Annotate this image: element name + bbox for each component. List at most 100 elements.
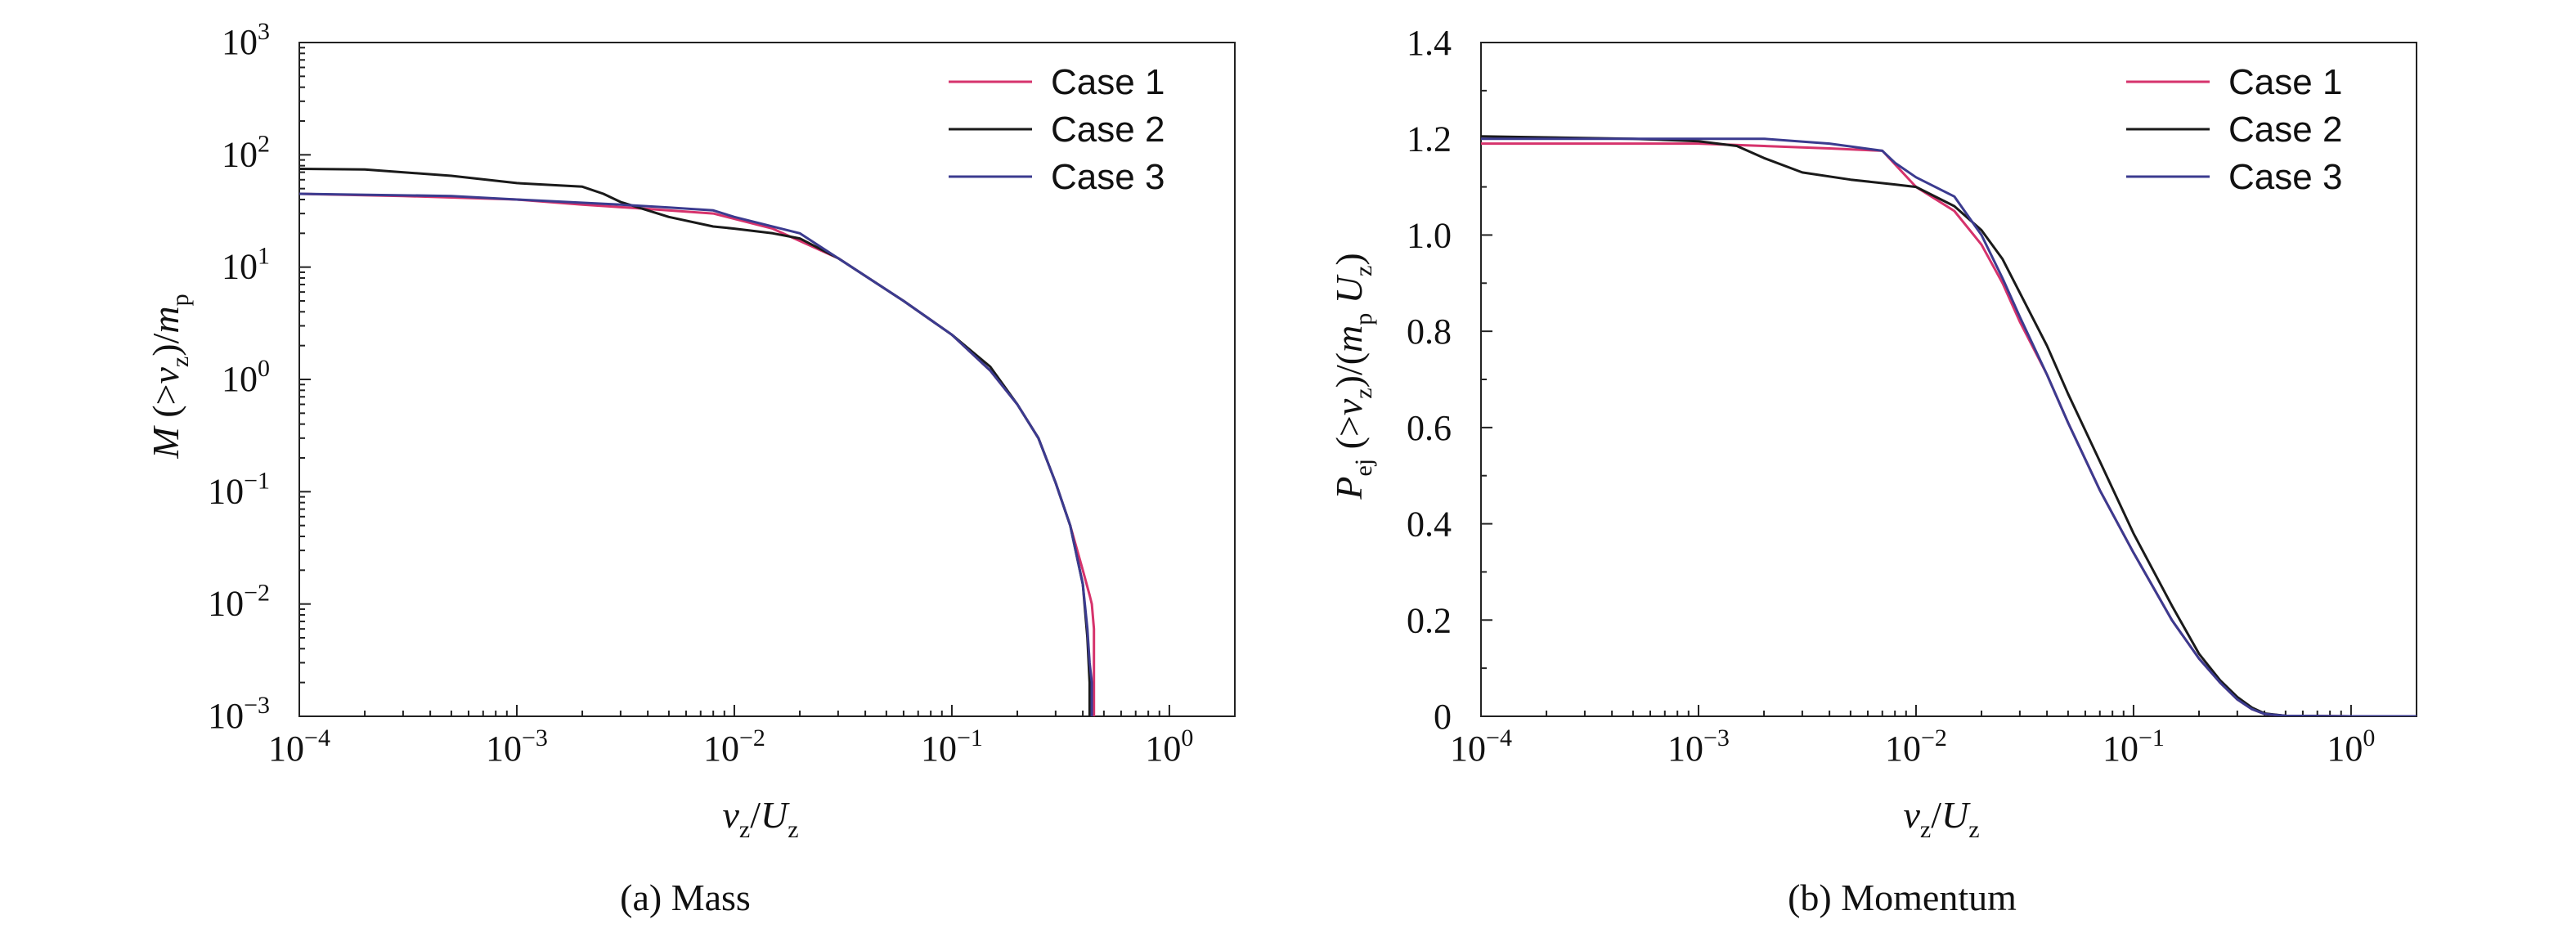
y-tick-base: 10 (222, 134, 258, 174)
x-title-U: U (1941, 794, 1971, 836)
y-title-P-sub: ej (1350, 459, 1377, 477)
legend: Case 1 Case 2 Case 3 (2126, 62, 2342, 197)
y-title-end: ) (1328, 253, 1370, 265)
y-title-P: P (1328, 477, 1370, 500)
x-tick-label: 10−2 (1885, 724, 1947, 769)
series-group (1481, 135, 2417, 716)
panel-momentum: 10−4 10−3 10−2 10−1 10000.20.40.60.81.01.21.… (1328, 23, 2417, 918)
y-tick-exponent: 3 (258, 18, 270, 45)
y-tick-label: 102 (222, 130, 270, 174)
legend-label-case-2: Case 2 (1051, 110, 1165, 150)
x-tick-exponent: −1 (957, 724, 983, 751)
x-tick-exponent: −3 (1703, 724, 1730, 751)
x-title-v: v (722, 794, 739, 836)
y-tick-label: 1.2 (1407, 119, 1452, 159)
x-tick-label: 10−1 (921, 724, 983, 769)
y-title-v: v (145, 367, 186, 384)
y-tick-label: 0.8 (1407, 312, 1452, 352)
x-title-U-sub: z (1968, 816, 1979, 843)
x-tick-base: 10 (921, 729, 957, 769)
x-tick-base: 10 (268, 729, 304, 769)
y-axis-ticks (299, 42, 311, 717)
x-axis-title: vz/Uz (722, 794, 798, 843)
x-tick-base: 10 (2327, 729, 2363, 769)
y-tick-label: 10−3 (208, 692, 270, 736)
y-tick-label: 1.4 (1407, 23, 1452, 63)
panel-caption: (a) Mass (620, 877, 751, 918)
y-title-U: U (1328, 274, 1370, 313)
y-title-M: M (145, 425, 186, 460)
x-tick-base: 10 (1450, 729, 1486, 769)
y-tick-label: 0 (1434, 697, 1452, 737)
y-tick-label: 10−1 (208, 467, 270, 511)
x-tick-label: 10−4 (1450, 724, 1512, 769)
x-tick-exponent: −4 (1486, 724, 1512, 751)
y-tick-exponent: −2 (244, 580, 270, 607)
x-tick-base: 10 (1885, 729, 1921, 769)
y-axis-title: M (>vz)/mp (145, 294, 194, 459)
y-tick-exponent: 2 (258, 130, 270, 157)
legend-label-case-3: Case 3 (2228, 157, 2342, 197)
y-tick-label: 1.0 (1407, 215, 1452, 255)
legend-label-case-3: Case 3 (1051, 157, 1165, 197)
x-tick-base: 10 (703, 729, 739, 769)
x-tick-base: 10 (486, 729, 522, 769)
panel-mass: 10−4 10−3 10−2 10−1 10010−310−210−1100101102… (145, 18, 1236, 918)
y-tick-label: 10−2 (208, 580, 270, 624)
series-line-case-2 (299, 168, 1091, 716)
y-title-close: )/ (145, 333, 186, 356)
x-tick-base: 10 (1667, 729, 1703, 769)
y-title-m-sub: p (1350, 313, 1377, 325)
y-tick-base: 10 (208, 584, 244, 624)
x-tick-label: 10−2 (703, 724, 765, 769)
y-title-v-sub: z (167, 357, 194, 367)
x-title-v-sub: z (739, 816, 750, 843)
series-line-case-1 (299, 192, 1096, 716)
panel-caption: (b) Momentum (1788, 877, 2017, 918)
legend-label-case-1: Case 1 (1051, 62, 1165, 102)
series-line-case-3 (1481, 137, 2417, 716)
series-line-case-3 (299, 192, 1093, 716)
y-tick-label: 0.2 (1407, 600, 1452, 640)
y-tick-exponent: 0 (258, 355, 270, 382)
y-tick-base: 10 (222, 247, 258, 287)
y-tick-label: 103 (222, 18, 270, 62)
x-axis-title: vz/Uz (1903, 794, 1979, 843)
legend-label-case-1: Case 1 (2228, 62, 2342, 102)
y-tick-label: 100 (222, 355, 270, 399)
x-tick-exponent: 0 (1181, 724, 1193, 751)
x-title-slash: / (1931, 794, 1941, 836)
x-title-U: U (761, 794, 790, 836)
x-tick-label: 10−3 (1667, 724, 1730, 769)
y-title-m: m (145, 306, 186, 333)
y-tick-label: 101 (222, 243, 270, 287)
y-title-m: m (1328, 325, 1370, 352)
y-title-v: v (1328, 398, 1370, 415)
y-title-v-sub: z (1350, 388, 1377, 398)
x-tick-exponent: −2 (1921, 724, 1947, 751)
y-axis-title: Pej (>vz)/(mp Uz) (1328, 253, 1377, 500)
y-tick-exponent: 1 (258, 243, 270, 270)
x-title-slash: / (750, 794, 761, 836)
x-tick-label: 100 (1145, 724, 1193, 769)
x-axis-ticks (298, 705, 1236, 716)
x-tick-exponent: 0 (2363, 724, 2375, 751)
legend-label-case-2: Case 2 (2228, 110, 2342, 150)
x-tick-exponent: −1 (2138, 724, 2165, 751)
x-title-v-sub: z (1920, 816, 1931, 843)
x-tick-exponent: −2 (739, 724, 765, 751)
x-tick-base: 10 (2103, 729, 2138, 769)
y-title-m-sub: p (167, 294, 194, 306)
series-line-case-2 (1481, 135, 2417, 716)
y-tick-exponent: −3 (244, 692, 270, 719)
y-title-open: (> (1328, 415, 1370, 459)
y-tick-base: 10 (222, 359, 258, 399)
x-tick-base: 10 (1145, 729, 1181, 769)
y-title-open: (> (145, 384, 186, 428)
x-tick-label: 10−1 (2103, 724, 2165, 769)
x-tick-label: 10−3 (486, 724, 548, 769)
x-tick-exponent: −4 (304, 724, 330, 751)
y-title-close: )/( (1328, 352, 1370, 388)
y-tick-base: 10 (208, 471, 244, 511)
